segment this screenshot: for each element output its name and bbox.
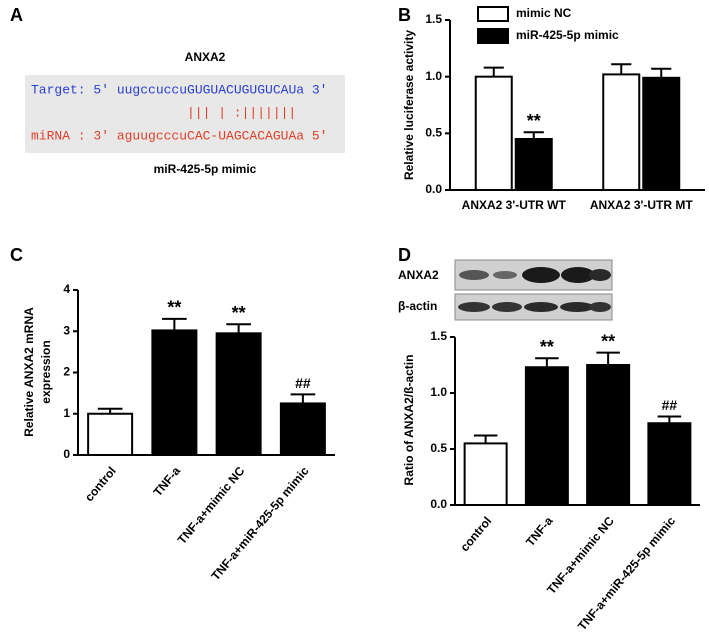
significance-label: ##	[295, 375, 311, 391]
mirna-sequence: miRNA : 3' aguugcccuCAC-UAGCACAGUAa 5'	[31, 128, 327, 143]
bar	[514, 138, 553, 191]
bar	[87, 412, 134, 456]
panel-label: A	[10, 5, 23, 25]
y-tick-label: 4	[63, 282, 70, 296]
target-sequence: Target: 5' uugccuccuGUGUACUGUGUCAUa 3'	[31, 82, 327, 97]
bar	[215, 332, 262, 456]
bar	[474, 75, 513, 191]
y-tick-label: 0.0	[430, 497, 447, 511]
alignment-box	[25, 75, 345, 153]
blot-label: β-actin	[398, 299, 437, 313]
significance-label: **	[527, 111, 541, 131]
y-axis-title: Relative ANXA2 mRNA	[22, 307, 36, 437]
y-tick-label: 1.5	[430, 329, 447, 343]
error-bar	[226, 323, 251, 334]
bar	[151, 329, 198, 456]
error-bar	[596, 351, 620, 365]
error-bar	[162, 317, 187, 331]
x-tick-label: control	[457, 514, 494, 554]
legend-label: mimic NC	[516, 6, 572, 20]
y-tick-label: 0.0	[425, 182, 442, 196]
significance-label: **	[167, 298, 181, 318]
x-tick-label: TNF-a+mimic NC	[175, 464, 248, 547]
y-axis-title: Ratio of ANXA2/ß-actin	[402, 355, 416, 486]
legend-swatch	[477, 6, 509, 22]
error-bar	[651, 67, 672, 78]
blot-label: ANXA2	[398, 268, 439, 282]
bar	[279, 402, 326, 456]
y-tick-label: 1.0	[425, 69, 442, 83]
y-tick-label: 0	[63, 447, 70, 461]
alignment-title: ANXA2	[185, 50, 226, 64]
x-tick-label: TNF-a+mimic NC	[544, 514, 617, 597]
bar	[524, 366, 569, 506]
western-blot	[454, 259, 613, 321]
alignment-caption: miR-425-5p mimic	[154, 162, 257, 176]
y-tick-label: 1.5	[425, 12, 442, 26]
bar	[463, 442, 508, 506]
x-tick-label: TNF-a	[523, 514, 556, 549]
bar	[586, 364, 631, 506]
y-tick-label: 0.5	[425, 126, 442, 140]
error-bar	[473, 434, 498, 444]
bar	[647, 422, 692, 506]
pairing: ||| | :|||||||	[187, 105, 296, 120]
panel-label: B	[398, 5, 411, 25]
x-tick-label: TNF-a	[151, 464, 184, 499]
y-tick-label: 3	[63, 323, 70, 337]
legend-swatch	[477, 28, 509, 44]
significance-label: **	[540, 337, 554, 357]
error-bar	[97, 407, 123, 414]
error-bar	[611, 63, 632, 75]
y-tick-label: 2	[63, 365, 70, 379]
panel-label: C	[10, 245, 23, 265]
panel-label: D	[398, 245, 411, 265]
error-bar	[535, 357, 559, 368]
error-bar	[657, 415, 682, 424]
y-tick-label: 1	[63, 406, 70, 420]
x-tick-label: ANXA2 3'-UTR WT	[462, 198, 567, 212]
error-bar	[483, 66, 504, 77]
y-tick-label: 1.0	[430, 385, 447, 399]
error-bar	[290, 393, 316, 404]
significance-label: **	[601, 331, 615, 351]
legend-label: miR-425-5p mimic	[516, 28, 619, 42]
bar	[642, 76, 681, 191]
x-tick-label: control	[82, 464, 119, 504]
bar	[602, 73, 641, 191]
y-axis-title: expression	[39, 340, 53, 403]
significance-label: **	[232, 303, 246, 323]
y-axis-title: Relative luciferase activity	[402, 30, 416, 180]
significance-label: ##	[662, 397, 678, 413]
error-bar	[523, 131, 544, 139]
x-tick-label: ANXA2 3'-UTR MT	[590, 198, 694, 212]
y-tick-label: 0.5	[430, 441, 447, 455]
